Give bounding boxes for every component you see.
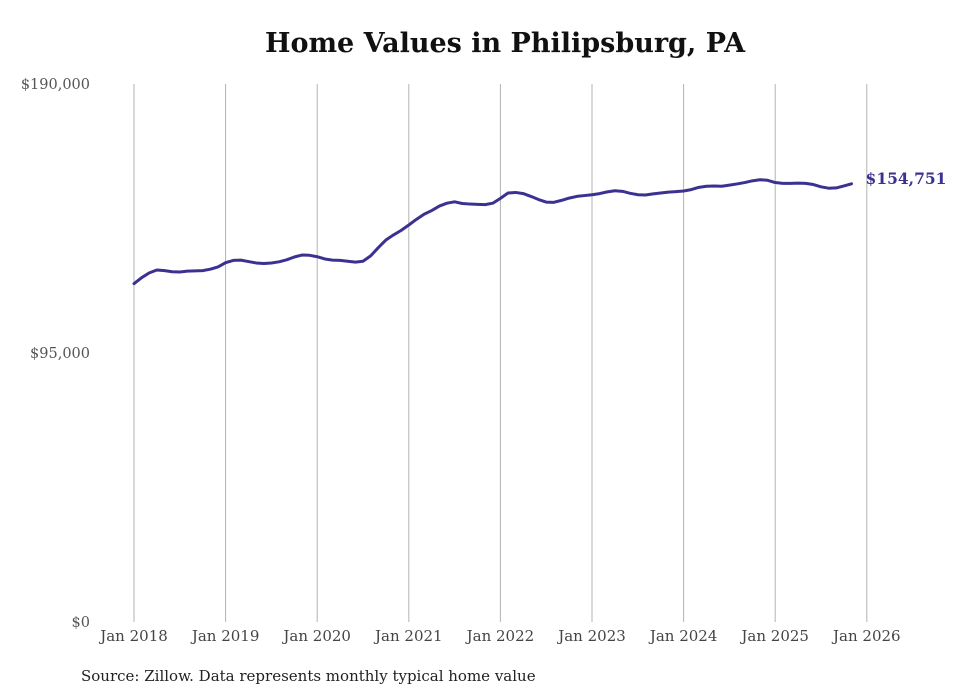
x-tick-label: Jan 2020 xyxy=(281,627,351,645)
x-tick-label: Jan 2023 xyxy=(556,627,626,645)
chart-title: Home Values in Philipsburg, PA xyxy=(264,28,746,59)
x-tick-label: Jan 2018 xyxy=(98,627,168,645)
plot-area: $154,751 xyxy=(132,169,947,286)
x-tick-label: Jan 2021 xyxy=(373,627,443,645)
x-axis: Jan 2018 Jan 2019 Jan 2020 Jan 2021 Jan 2022… xyxy=(98,627,900,645)
x-tick-label: Jan 2025 xyxy=(739,627,809,645)
y-axis: $190,000 $95,000 $0 xyxy=(21,77,90,631)
x-tick-label: Jan 2022 xyxy=(465,627,535,645)
x-tick-label: Jan 2026 xyxy=(831,627,901,645)
series-line xyxy=(132,178,854,286)
y-tick-label: $190,000 xyxy=(21,77,90,93)
x-tick-label: Jan 2019 xyxy=(190,627,260,645)
end-value-label: $154,751 xyxy=(866,169,947,188)
x-tick-label: Jan 2024 xyxy=(648,627,718,645)
y-tick-label: $95,000 xyxy=(30,346,90,362)
grid-lines xyxy=(133,84,868,622)
y-tick-label: $0 xyxy=(72,615,90,631)
source-note: Source: Zillow. Data represents monthly … xyxy=(81,667,536,685)
